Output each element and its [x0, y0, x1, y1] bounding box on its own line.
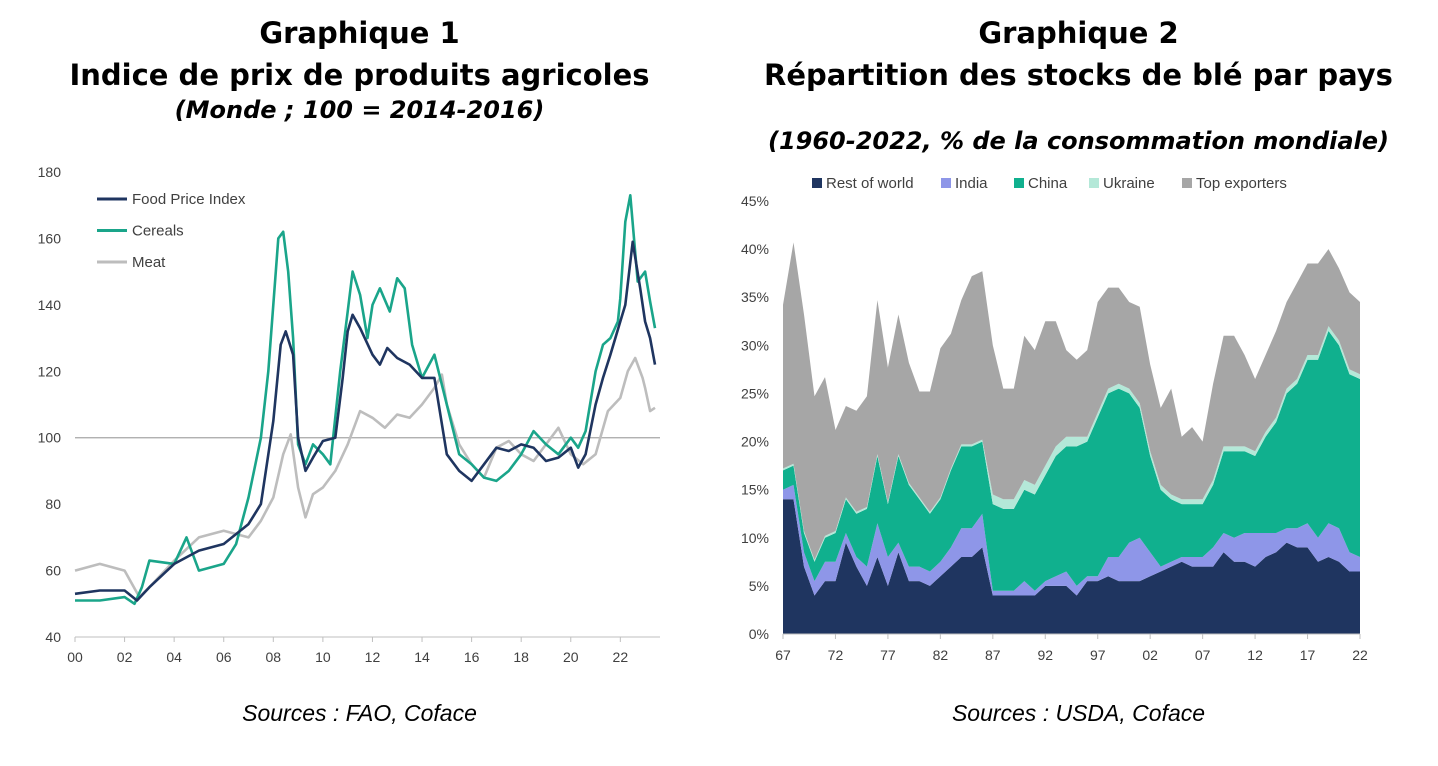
chart1-series-cereals [75, 194, 657, 606]
chart2-legend-swatch [1089, 178, 1099, 188]
chart1-legend-label: Food Price Index [132, 191, 246, 208]
chart2-legend-label: China [1028, 175, 1068, 192]
chart1-subtitle: Indice de prix de produits agricoles [69, 58, 650, 92]
chart1-y-tick: 100 [38, 430, 62, 446]
chart2-x-tick: 22 [1352, 647, 1368, 663]
chart2-y-tick: 30% [741, 337, 769, 353]
chart2-legend-label: India [955, 175, 988, 192]
chart1-x-tick: 00 [67, 649, 83, 665]
chart2-x-tick: 17 [1300, 647, 1316, 663]
chart2-x-tick: 12 [1247, 647, 1263, 663]
chart1-x-tick: 08 [266, 649, 282, 665]
chart1-x-tick: 12 [365, 649, 381, 665]
chart1-x-tick: 18 [513, 649, 529, 665]
chart2-legend-label: Rest of world [826, 175, 914, 192]
chart-panel-1: Graphique 1 Indice de prix de produits a… [38, 16, 660, 726]
chart2-svg: 0% 5% 10% 15% 20% 25% 30% 35% 40% 45% 67 72 77 82 87 92… [741, 175, 1368, 663]
chart1-x-tick: 22 [613, 649, 629, 665]
chart2-x-tick: 92 [1037, 647, 1053, 663]
chart1-y-tick: 40 [45, 629, 61, 645]
chart1-series-food-price-index [74, 240, 657, 602]
chart1-note: (Monde ; 100 = 2014-2016) [174, 96, 545, 124]
chart2-legend-label: Top exporters [1196, 175, 1287, 192]
chart1-y-tick: 180 [38, 164, 62, 180]
chart1-series-meat [74, 356, 656, 599]
chart2-x-tick: 87 [985, 647, 1001, 663]
chart2-x-tick: 77 [880, 647, 896, 663]
chart2-legend-swatch [812, 178, 822, 188]
chart1-x-tick: 04 [166, 649, 182, 665]
chart1-heading: Graphique 1 [259, 16, 460, 50]
chart2-y-tick: 35% [741, 289, 769, 305]
chart2-x-tick: 97 [1090, 647, 1106, 663]
chart2-y-tick: 10% [741, 530, 769, 546]
chart1-x-tick: 20 [563, 649, 579, 665]
chart2-note: (1960-2022, % de la consommation mondial… [767, 127, 1390, 155]
chart2-x-tick: 72 [828, 647, 844, 663]
chart2-y-tick: 20% [741, 434, 769, 450]
chart-panel-2: Graphique 2 Répartition des stocks de bl… [719, 0, 1438, 766]
chart2-x-tick: 82 [933, 647, 949, 663]
chart2-y-tick: 15% [741, 482, 769, 498]
chart1-y-tick: 140 [38, 297, 62, 313]
chart2-legend-swatch [1014, 178, 1024, 188]
chart2-area-rest-of-world [783, 499, 1360, 634]
chart1-x-tick: 06 [216, 649, 232, 665]
chart1-x-tick: 14 [414, 649, 430, 665]
chart2-y-tick: 0% [749, 626, 769, 642]
chart2-legend-swatch [941, 178, 951, 188]
chart1-x-tick: 02 [117, 649, 133, 665]
chart2-heading: Graphique 2 [978, 16, 1179, 50]
chart2-legend-swatch [1182, 178, 1192, 188]
chart2-subtitle: Répartition des stocks de blé par pays [764, 58, 1393, 92]
chart1-source: Sources : FAO, Coface [242, 700, 477, 726]
chart1-svg: 40 60 80 100 120 140 160 180 00 02 04 06 08 10 12 14 16 1… [38, 164, 660, 665]
chart2-y-tick: 25% [741, 385, 769, 401]
chart2-area-india [783, 484, 1360, 596]
chart1-legend-label: Meat [132, 254, 166, 271]
chart2-x-tick: 02 [1142, 647, 1158, 663]
chart1-x-tick: 10 [315, 649, 331, 665]
chart1-legend-label: Cereals [132, 223, 184, 240]
chart2-y-tick: 5% [749, 578, 769, 594]
chart2-x-tick: 07 [1195, 647, 1211, 663]
chart1-y-tick: 60 [45, 563, 61, 579]
chart2-y-tick: 45% [741, 193, 769, 209]
chart1-y-tick: 160 [38, 230, 62, 246]
chart2-source: Sources : USDA, Coface [951, 700, 1206, 726]
chart2-area-top-exporters [783, 242, 1360, 560]
chart2-legend-label: Ukraine [1103, 175, 1155, 192]
chart2-area-ukraine [783, 326, 1360, 562]
chart2-y-tick: 40% [741, 241, 769, 257]
chart1-x-tick: 16 [464, 649, 480, 665]
chart2-area-china [783, 330, 1360, 591]
chart1-y-tick: 120 [38, 363, 62, 379]
chart1-y-tick: 80 [45, 496, 61, 512]
chart2-x-tick: 67 [775, 647, 791, 663]
